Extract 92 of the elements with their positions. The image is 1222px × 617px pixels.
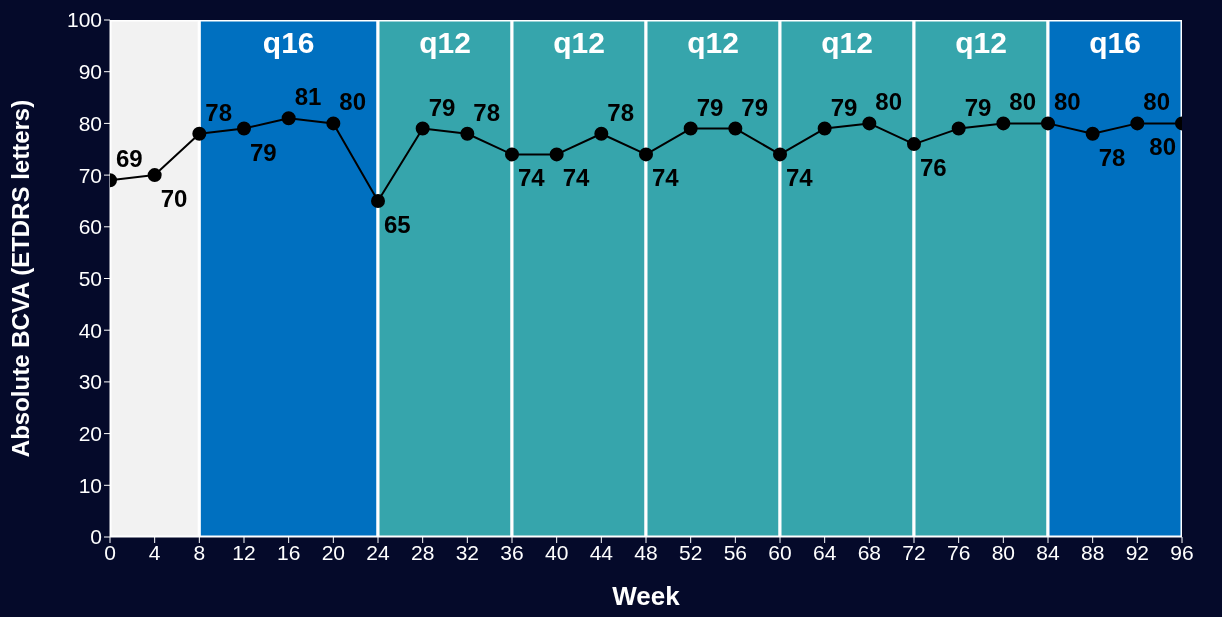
x-tick-label: 20 [321,540,346,564]
y-tick-label: 100 [66,8,102,32]
point [281,111,296,126]
data-label: 79 [964,93,992,121]
x-tick-label: 16 [276,540,301,564]
y-tick-label: 60 [78,215,102,239]
point [728,121,743,136]
data-label: 76 [920,154,947,182]
band-label: q12 [553,26,605,60]
y-tick-label: 10 [78,473,102,497]
x-tick-label: 96 [1170,540,1194,564]
point [951,121,966,136]
point [415,121,430,136]
data-label: 79 [250,138,277,166]
data-label: 70 [160,185,188,213]
x-tick-label: 32 [455,540,480,564]
x-tick-label: 36 [500,540,524,564]
point [237,121,251,136]
y-tick-label: 50 [78,266,102,290]
data-label: 80 [1054,88,1081,116]
x-tick-label: 56 [723,540,748,564]
y-tick-label: 40 [78,318,102,342]
data-label: 79 [741,93,769,121]
band-label: q16 [1089,26,1141,60]
data-label: 78 [1098,143,1126,171]
x-tick-label: 84 [1036,540,1060,564]
data-label: 74 [562,164,591,192]
data-label: 78 [205,98,233,126]
point [639,147,653,162]
x-tick-label: 4 [148,540,161,564]
data-label: 69 [116,145,143,173]
x-tick-label: 72 [902,540,926,564]
data-label: 74 [518,164,546,192]
data-label: 78 [473,98,501,126]
data-label: 81 [294,83,322,111]
point [1130,116,1145,131]
point [371,193,385,208]
x-tick-label: 48 [634,540,658,564]
data-label: 80 [1149,133,1176,161]
x-tick-label: 8 [193,540,206,564]
data-label: 79 [428,93,456,121]
band-label: q16 [262,26,315,60]
x-tick-label: 60 [768,540,792,564]
data-label: 79 [696,93,724,121]
point [773,147,787,162]
y-tick-label: 20 [78,422,102,446]
point [505,147,519,162]
point [996,116,1011,131]
point [594,126,609,141]
point [1085,126,1100,141]
y-axis-title: Absolute BCVA (ETDRS letters) [6,99,34,458]
data-label: 80 [1009,88,1037,116]
x-tick-label: 88 [1080,540,1105,564]
data-label: 65 [384,210,411,238]
y-tick-label: 90 [78,60,102,84]
x-tick-label: 12 [232,540,256,564]
x-tick-label: 28 [410,540,435,564]
x-tick-label: 68 [857,540,882,564]
point [862,116,877,131]
data-label: 80 [875,88,903,116]
y-tick-label: 30 [78,370,102,394]
x-tick-label: 92 [1125,540,1150,564]
data-label: 74 [786,164,814,192]
x-tick-label: 24 [366,540,390,564]
y-tick-label: 0 [90,525,102,549]
point [907,137,921,152]
data-label: 74 [652,164,680,192]
x-tick-label: 40 [544,540,569,564]
point [817,121,832,136]
point [1041,116,1055,131]
x-tick-label: 64 [812,540,837,564]
data-label: 80 [1143,88,1171,116]
y-tick-label: 80 [78,111,102,135]
data-label: 79 [830,93,858,121]
point [192,126,207,141]
point [549,147,564,162]
point [326,116,341,131]
band-label: q12 [419,26,471,60]
band-label: q12 [687,26,739,60]
x-axis-title: Week [612,581,681,611]
x-tick-label: 52 [678,540,703,564]
x-tick-label: 44 [589,540,614,564]
y-tick-label: 70 [78,163,102,187]
band-label: q12 [955,26,1007,60]
x-tick-label: 76 [946,540,971,564]
data-label: 80 [339,88,367,116]
point [147,168,162,183]
data-label: 78 [607,98,635,126]
x-tick-label: 80 [991,540,1016,564]
point [683,121,698,136]
point [460,126,475,141]
band-label: q12 [821,26,873,60]
